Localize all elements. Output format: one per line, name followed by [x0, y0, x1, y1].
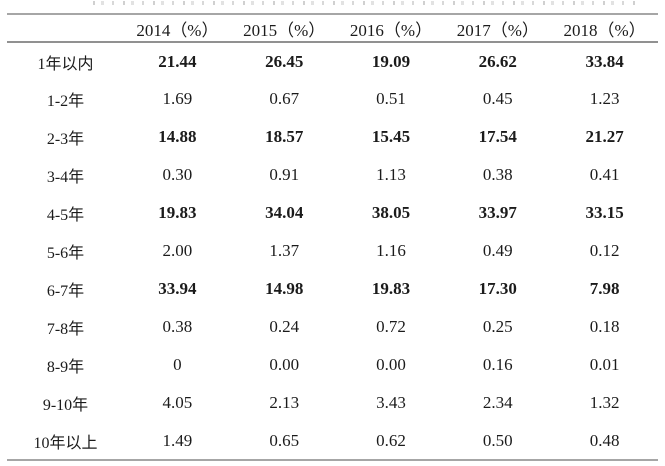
- value-cell: 0.50: [482, 430, 513, 450]
- year-column-header: 2017（%）: [444, 14, 552, 43]
- value-cell: 0.00: [269, 355, 300, 374]
- value-cell: 15.45: [371, 127, 411, 146]
- value-cell: 19.09: [371, 51, 411, 71]
- value-cell: 33.94: [158, 279, 197, 298]
- value-cell: 0.72: [376, 317, 406, 336]
- maturity-distribution-table: 2014（%） 2015（%） 2016（%） 2017（%） 2018（%） 1年以内…: [7, 13, 658, 461]
- table-row: 1-2年 1.69 0.67 0.51 0.45 1.23: [7, 80, 658, 118]
- table-row: 5-6年 2.00 1.37 1.16 0.49 0.12: [7, 232, 658, 270]
- value-cell: 19.83: [371, 279, 411, 298]
- value-cell: 18.57: [265, 127, 304, 146]
- value-cell: 1.37: [269, 241, 300, 260]
- value-cell: 1.69: [162, 89, 193, 108]
- value-cell: 26.62: [478, 51, 517, 71]
- table-row: 10年以上 1.49 0.65 0.62 0.50 0.48: [7, 422, 658, 460]
- row-label: 7-8年: [46, 321, 85, 338]
- row-label: 6-7年: [46, 283, 85, 300]
- value-cell: 0.01: [589, 355, 620, 374]
- row-label: 3-4年: [46, 169, 85, 186]
- value-cell: 1.32: [589, 393, 620, 412]
- value-cell: 0.67: [269, 89, 300, 108]
- value-cell: 33.84: [585, 51, 624, 71]
- value-cell: 2.00: [162, 241, 193, 260]
- table-row: 4-5年 19.83 34.04 38.05 33.97 33.15: [7, 194, 658, 232]
- year-column-header: 2018（%）: [551, 14, 658, 43]
- value-cell: 0: [173, 355, 182, 374]
- value-cell: 0.38: [482, 165, 513, 184]
- year-column-header: 2016（%）: [337, 14, 445, 43]
- value-cell: 19.83: [158, 203, 197, 222]
- value-cell: 4.05: [162, 393, 193, 412]
- row-label: 8-9年: [46, 359, 85, 376]
- value-cell: 3.43: [376, 393, 406, 412]
- value-cell: 0.38: [162, 317, 193, 336]
- value-cell: 1.49: [162, 430, 193, 450]
- value-cell: 21.27: [585, 127, 624, 146]
- value-cell: 17.30: [478, 279, 517, 298]
- value-cell: 17.54: [478, 127, 517, 146]
- table-row: 2-3年 14.88 18.57 15.45 17.54 21.27: [7, 118, 658, 156]
- row-label: 5-6年: [46, 245, 85, 262]
- value-cell: 0.18: [589, 317, 620, 336]
- year-column-header: 2015（%）: [230, 14, 338, 43]
- value-cell: 0.25: [482, 317, 513, 336]
- value-cell: 26.45: [265, 51, 304, 71]
- value-cell: 1.13: [376, 165, 406, 184]
- table-body: 1年以内 21.44 26.45 19.09 26.62 33.84 1-2年 1.69 0.6…: [7, 42, 658, 460]
- value-cell: 2.13: [269, 393, 300, 412]
- value-cell: 1.23: [589, 89, 620, 108]
- value-cell: 0.41: [589, 165, 620, 184]
- value-cell: 2.34: [482, 393, 513, 412]
- value-cell: 14.98: [265, 279, 304, 298]
- value-cell: 33.97: [478, 203, 517, 222]
- table-row: 6-7年 33.94 14.98 19.83 17.30 7.98: [7, 270, 658, 308]
- header-row: 2014（%） 2015（%） 2016（%） 2017（%） 2018（%）: [7, 14, 658, 43]
- cropped-title-remnant: [93, 1, 641, 5]
- row-label: 1年以内: [37, 55, 94, 73]
- value-cell: 0.00: [376, 355, 406, 374]
- value-cell: 21.44: [158, 51, 197, 71]
- value-cell: 0.91: [269, 165, 300, 184]
- value-cell: 1.16: [376, 241, 406, 260]
- year-column-header: 2014（%）: [124, 14, 231, 43]
- table-row: 9-10年 4.05 2.13 3.43 2.34 1.32: [7, 384, 658, 422]
- value-cell: 0.24: [269, 317, 300, 336]
- table-row: 1年以内 21.44 26.45 19.09 26.62 33.84: [7, 42, 658, 80]
- row-label: 10年以上: [33, 434, 98, 452]
- value-cell: 0.49: [482, 241, 513, 260]
- value-cell: 0.12: [589, 241, 620, 260]
- value-cell: 0.16: [482, 355, 513, 374]
- value-cell: 14.88: [158, 127, 197, 146]
- value-cell: 0.65: [269, 430, 300, 450]
- table-row: 8-9年 0 0.00 0.00 0.16 0.01: [7, 346, 658, 384]
- value-cell: 0.30: [162, 165, 193, 184]
- table-row: 3-4年 0.30 0.91 1.13 0.38 0.41: [7, 156, 658, 194]
- row-label: 4-5年: [46, 207, 85, 224]
- value-cell: 34.04: [265, 203, 304, 222]
- value-cell: 38.05: [371, 203, 411, 222]
- value-cell: 0.48: [589, 430, 620, 450]
- table-row: 7-8年 0.38 0.24 0.72 0.25 0.18: [7, 308, 658, 346]
- value-cell: 0.62: [376, 430, 406, 450]
- row-label: 1-2年: [46, 93, 85, 110]
- table-head: 2014（%） 2015（%） 2016（%） 2017（%） 2018（%）: [7, 14, 658, 43]
- row-label: 2-3年: [46, 131, 85, 148]
- value-cell: 0.45: [482, 89, 513, 108]
- row-label: 9-10年: [42, 397, 89, 414]
- corner-header-cell: [7, 14, 124, 43]
- value-cell: 0.51: [376, 89, 406, 108]
- value-cell: 7.98: [589, 279, 620, 298]
- value-cell: 33.15: [585, 203, 624, 222]
